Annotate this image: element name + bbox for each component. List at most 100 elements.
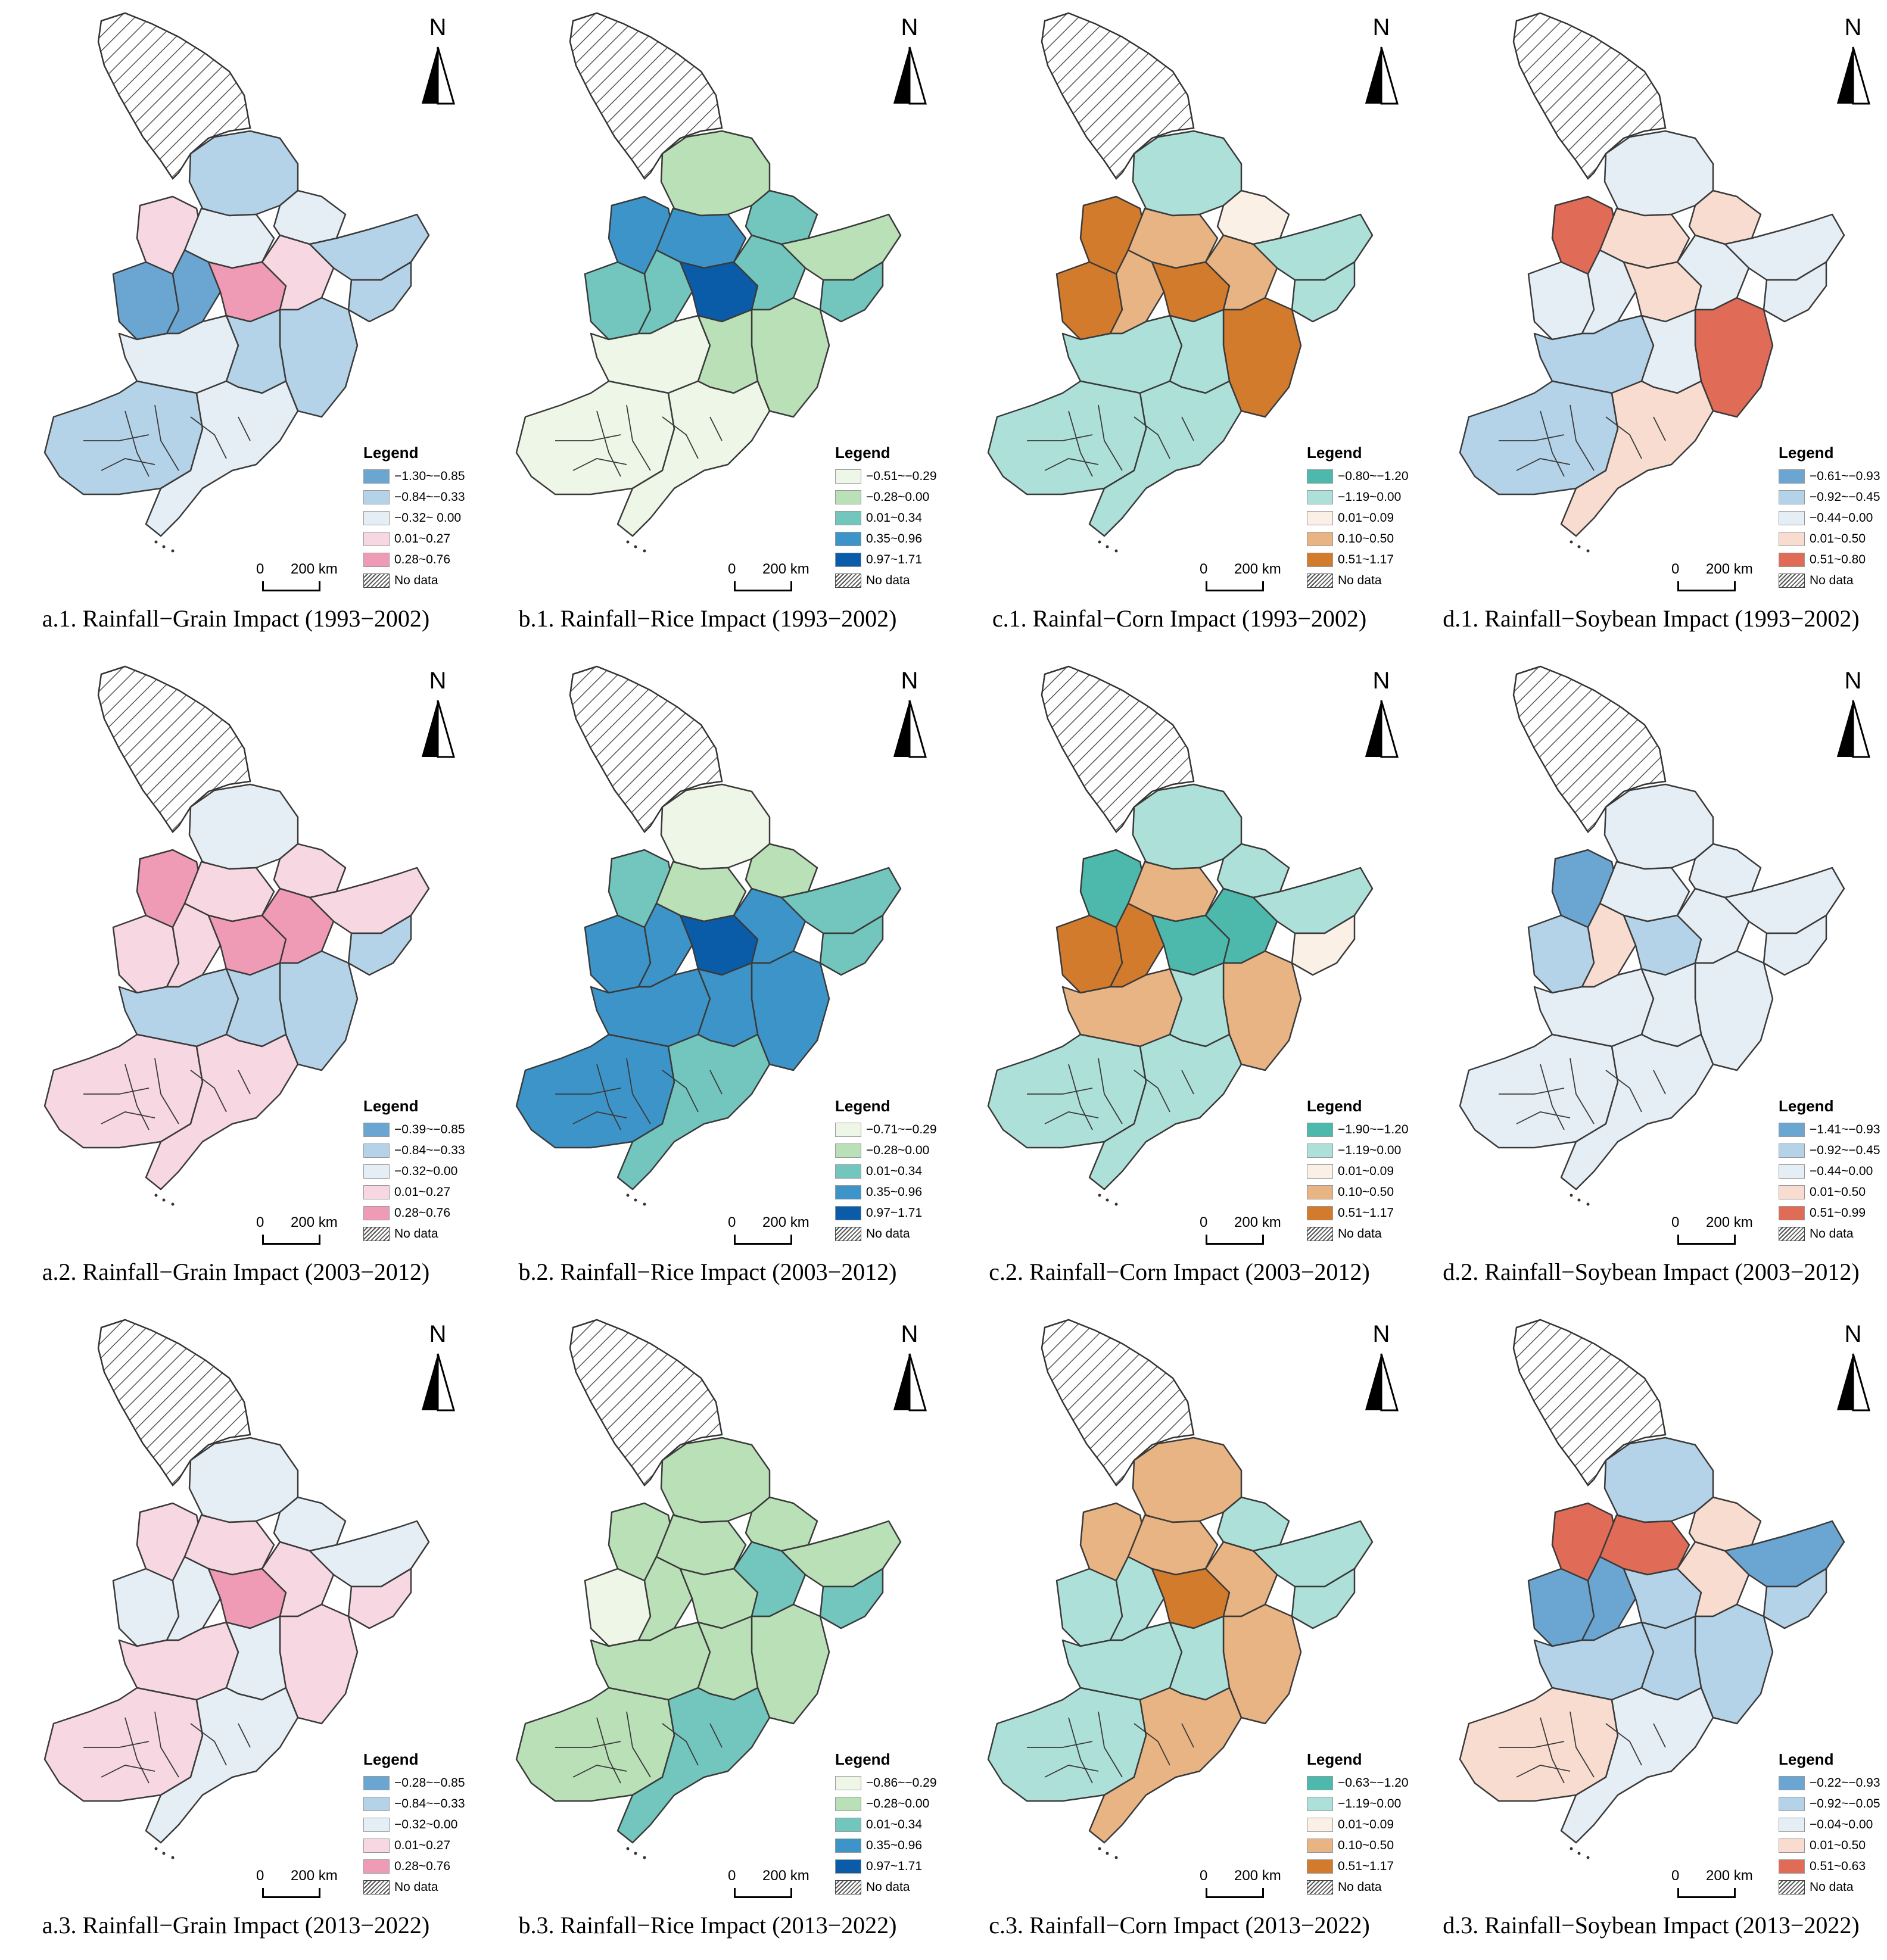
island-dot — [643, 1856, 646, 1859]
no-data-region — [97, 665, 251, 833]
legend-label: 0.97~1.71 — [866, 552, 923, 566]
legend-swatch — [835, 1185, 861, 1199]
legend-label: −1.19~0.00 — [1338, 490, 1402, 504]
panel-caption: d.2. Rainfall−Soybean Impact (2003−2012) — [1443, 1258, 1860, 1285]
island-dot — [1106, 1198, 1109, 1202]
choropleth-map — [515, 1319, 902, 1859]
legend-item: −0.92~−0.45 — [1779, 1140, 1886, 1161]
legend-swatch — [1779, 510, 1805, 525]
legend-title: Legend — [1307, 444, 1362, 462]
legend-label: −0.84~−0.33 — [394, 1143, 465, 1157]
legend-item: −0.80~−1.20 — [1307, 466, 1414, 487]
legend-swatch — [363, 1185, 390, 1199]
legend-label: −0.63~−1.20 — [1338, 1775, 1409, 1790]
legend-label: 0.51~1.17 — [1338, 1859, 1394, 1873]
legend-item: No data — [1307, 1223, 1414, 1244]
north-arrow: N — [1360, 14, 1402, 110]
legend-item: −1.30~−0.85 — [363, 466, 471, 487]
legend-label: −0.84~−0.33 — [394, 490, 465, 504]
legend-item: 0.97~1.71 — [835, 549, 942, 570]
county-border — [1516, 458, 1571, 471]
county-border — [1027, 1087, 1093, 1095]
island-dot — [1577, 1852, 1581, 1855]
no-data-region — [1041, 665, 1195, 833]
map-legend: Legend −0.71~−0.29 −0.28~0.00 0.01~0.34 0.35… — [835, 1097, 942, 1244]
legend-swatch — [1307, 1796, 1333, 1811]
north-arrow: N — [1832, 1321, 1874, 1416]
scale-distance-label: 200 km — [1706, 1214, 1753, 1230]
legend-swatch — [835, 469, 861, 484]
legend-label: −0.92~−0.45 — [1810, 1143, 1880, 1157]
legend-label: −0.28~0.00 — [866, 1796, 930, 1811]
scale-bar: 0 200 km — [1200, 561, 1301, 597]
scale-bar: 0 200 km — [256, 1214, 357, 1250]
scale-zero-label: 0 — [1671, 561, 1680, 577]
legend-item: No data — [835, 1223, 942, 1244]
choropleth-map — [43, 1319, 430, 1859]
map-region — [1088, 1033, 1243, 1191]
map-region — [1291, 1568, 1356, 1629]
legend-swatch — [1779, 1859, 1805, 1874]
county-border — [1044, 458, 1099, 471]
legend-swatch — [835, 1122, 861, 1137]
map-panel: N Legend −1.90~−1.20 −1.19~0.00 0.01~0.09 0.1… — [944, 653, 1415, 1307]
county-border — [662, 1070, 699, 1113]
legend-swatch — [1307, 469, 1333, 484]
legend-label: No data — [866, 573, 910, 587]
no-data-swatch — [363, 1880, 390, 1894]
legend-swatch — [1307, 1143, 1333, 1158]
scale-zero-label: 0 — [256, 561, 264, 577]
legend-item: No data — [835, 1877, 942, 1897]
legend-title: Legend — [835, 1750, 890, 1768]
map-region — [1252, 213, 1374, 281]
panel-caption: c.3. Rainfall−Corn Impact (2013−2022) — [989, 1912, 1370, 1939]
legend-label: −0.04~0.00 — [1810, 1817, 1873, 1831]
scale-distance-label: 200 km — [762, 1214, 809, 1230]
scale-bar: 0 200 km — [256, 1868, 357, 1903]
legend-item: 0.01~0.34 — [835, 507, 942, 528]
no-data-region — [1512, 1319, 1667, 1487]
county-border — [626, 1058, 651, 1124]
legend-swatch — [835, 490, 861, 504]
legend-label: 0.01~0.34 — [866, 1164, 923, 1178]
map-region — [1560, 1033, 1714, 1191]
legend-label: 0.28~0.76 — [394, 1205, 451, 1220]
legend-label: −0.39~−0.85 — [394, 1122, 465, 1136]
legend-title: Legend — [363, 444, 419, 462]
legend-label: No data — [866, 1880, 910, 1894]
legend-item: No data — [1779, 1877, 1886, 1897]
legend-item: 0.51~0.99 — [1779, 1202, 1886, 1223]
legend-swatch — [363, 1859, 390, 1874]
map-region — [1724, 1520, 1845, 1588]
map-panel: N Legend −0.22~−0.93 −0.92~−0.05 −0.04~0.00 0… — [1415, 1307, 1887, 1960]
legend-label: 0.97~1.71 — [866, 1859, 923, 1873]
island-dot — [1570, 1194, 1573, 1197]
legend-item: 0.97~1.71 — [835, 1202, 942, 1223]
north-arrow-icon — [1365, 1353, 1399, 1411]
map-panel: N Legend −0.28~−0.85 −0.84~−0.33 −0.32~0.00 0… — [0, 1307, 472, 1960]
scale-distance-label: 200 km — [1706, 561, 1753, 577]
north-arrow: N — [1832, 668, 1874, 763]
legend-item: −0.04~0.00 — [1779, 1814, 1886, 1835]
legend-label: 0.01~0.27 — [394, 531, 451, 546]
north-arrow-icon — [1837, 46, 1870, 105]
map-panel: N Legend −1.30~−0.85 −0.84~−0.33 −0.32~ 0.00… — [0, 0, 472, 653]
choropleth-map — [43, 665, 430, 1206]
legend-item: No data — [363, 1223, 471, 1244]
county-border — [154, 404, 179, 471]
legend-label: No data — [1810, 1880, 1854, 1894]
scale-zero-label: 0 — [1671, 1868, 1680, 1884]
county-border — [83, 434, 150, 441]
scale-distance-label: 200 km — [1234, 1868, 1281, 1884]
legend-item: −1.19~0.00 — [1307, 1793, 1414, 1814]
map-region — [1132, 783, 1243, 870]
legend-swatch — [1779, 1164, 1805, 1179]
legend-swatch — [1779, 531, 1805, 546]
island-dot — [162, 545, 166, 549]
island-dot — [171, 1202, 175, 1206]
legend-swatch — [363, 1817, 390, 1832]
legend-label: 0.01~0.34 — [866, 510, 923, 525]
map-region — [1603, 783, 1714, 870]
county-border — [596, 1717, 621, 1784]
map-region — [145, 1033, 299, 1191]
